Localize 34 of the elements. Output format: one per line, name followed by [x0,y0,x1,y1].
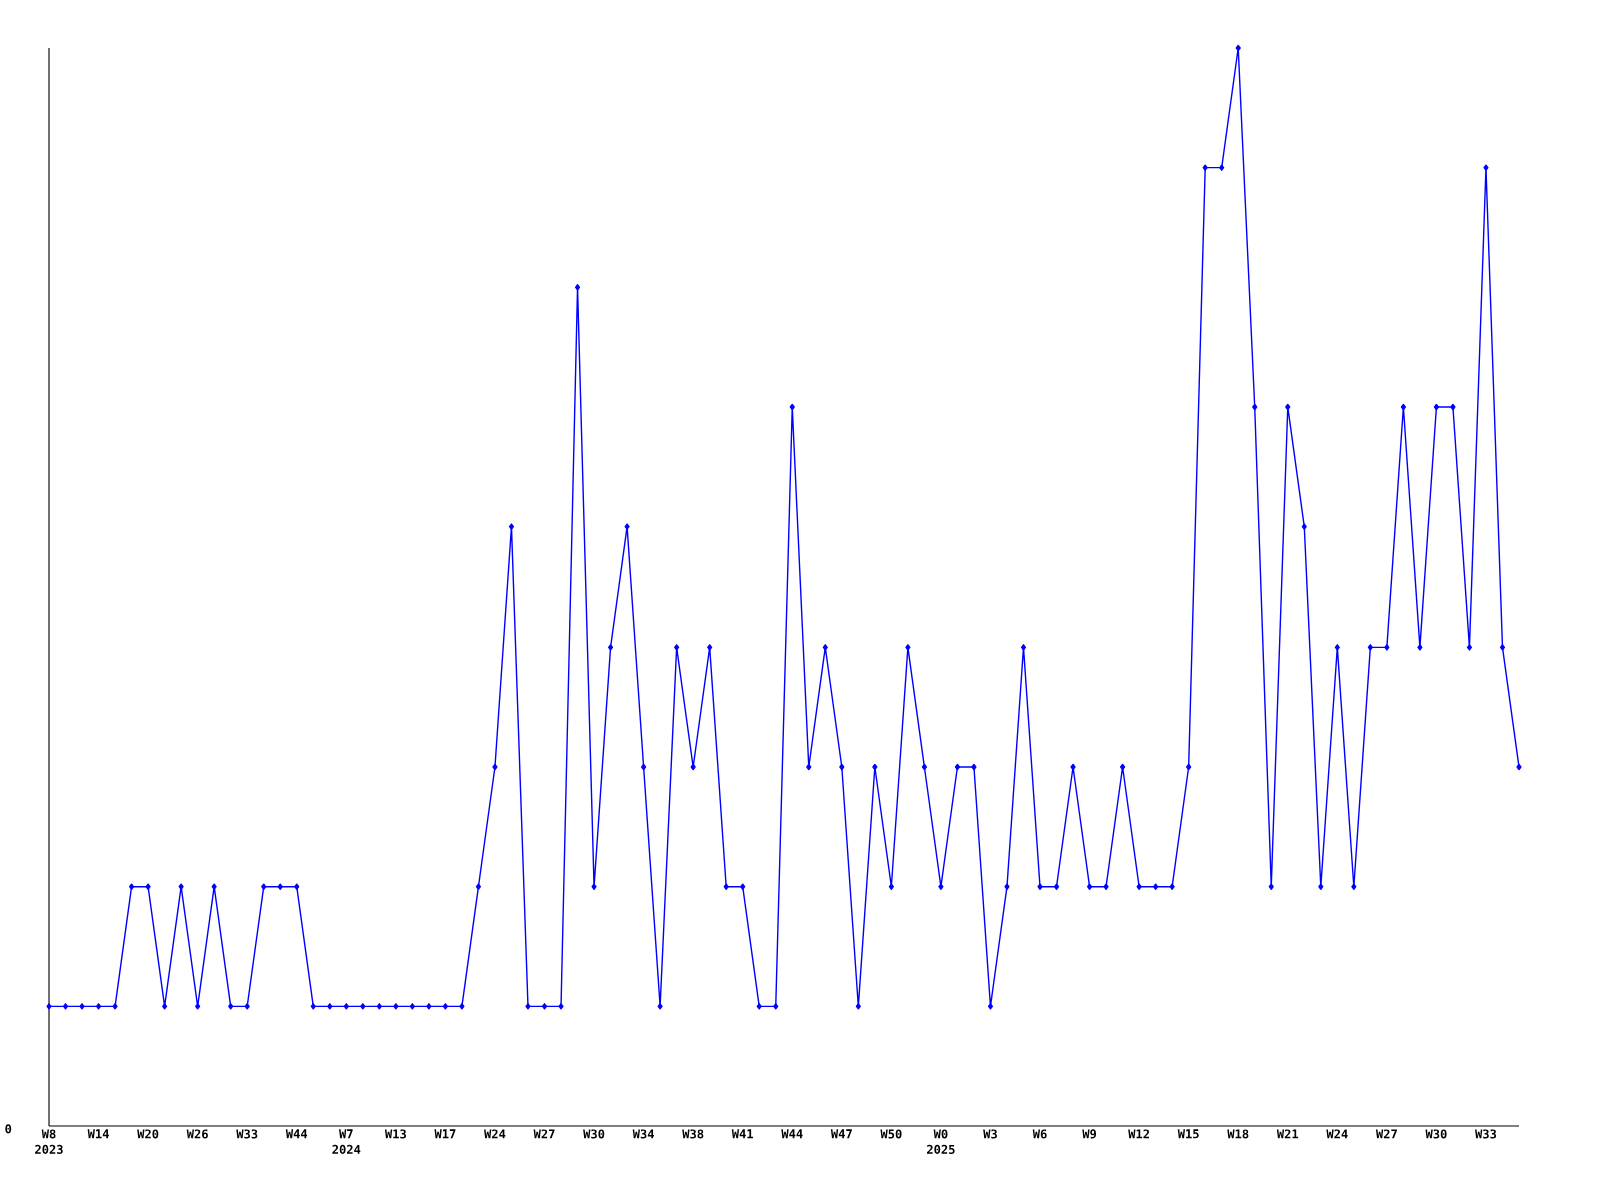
x-tick-label: W3 [983,1129,997,1139]
x-tick-label: W27 [533,1129,555,1139]
text: 2025 [927,1144,955,1154]
x-tick-label: W33 [236,1129,258,1139]
x-tick-label: W12 [1128,1129,1150,1139]
x-tick-label: W7 [339,1129,353,1139]
x-tick-label: W0 [933,1129,948,1139]
x-tick-label: W21 [1276,1129,1299,1139]
x-tick-label: W18 [1227,1129,1249,1139]
x-tick-label: W26 [186,1129,208,1139]
x-tick-label: W34 [632,1129,654,1139]
x-tick-label: W44 [781,1129,803,1139]
x-tick-label: W30 [1425,1129,1447,1139]
text: 2024 [332,1144,361,1154]
x-tick-label: W15 [1177,1129,1199,1139]
x-tick-label: W13 [384,1129,406,1139]
text: 2023 [35,1144,63,1154]
text: 0 [5,1124,12,1134]
x-tick-label: W44 [285,1129,308,1139]
x-tick-label: W38 [682,1129,704,1139]
x-tick-label: W8 [41,1129,56,1139]
x-tick-label: W33 [1475,1129,1497,1139]
x-tick-label: W9 [1082,1129,1097,1139]
x-tick-label: W14 [87,1129,109,1139]
x-tick-label: W30 [583,1129,605,1139]
x-tick-label: W6 [1032,1129,1047,1139]
x-tick-label: W24 [484,1129,506,1139]
x-tick-label: W47 [830,1129,852,1139]
x-tick-label: W50 [880,1129,902,1139]
x-tick-label: W41 [731,1129,754,1139]
x-tick-label: W24 [1326,1129,1348,1139]
x-tick-label: W27 [1375,1129,1397,1139]
x-tick-label: W17 [434,1129,456,1139]
x-tick-label: W20 [137,1129,159,1139]
